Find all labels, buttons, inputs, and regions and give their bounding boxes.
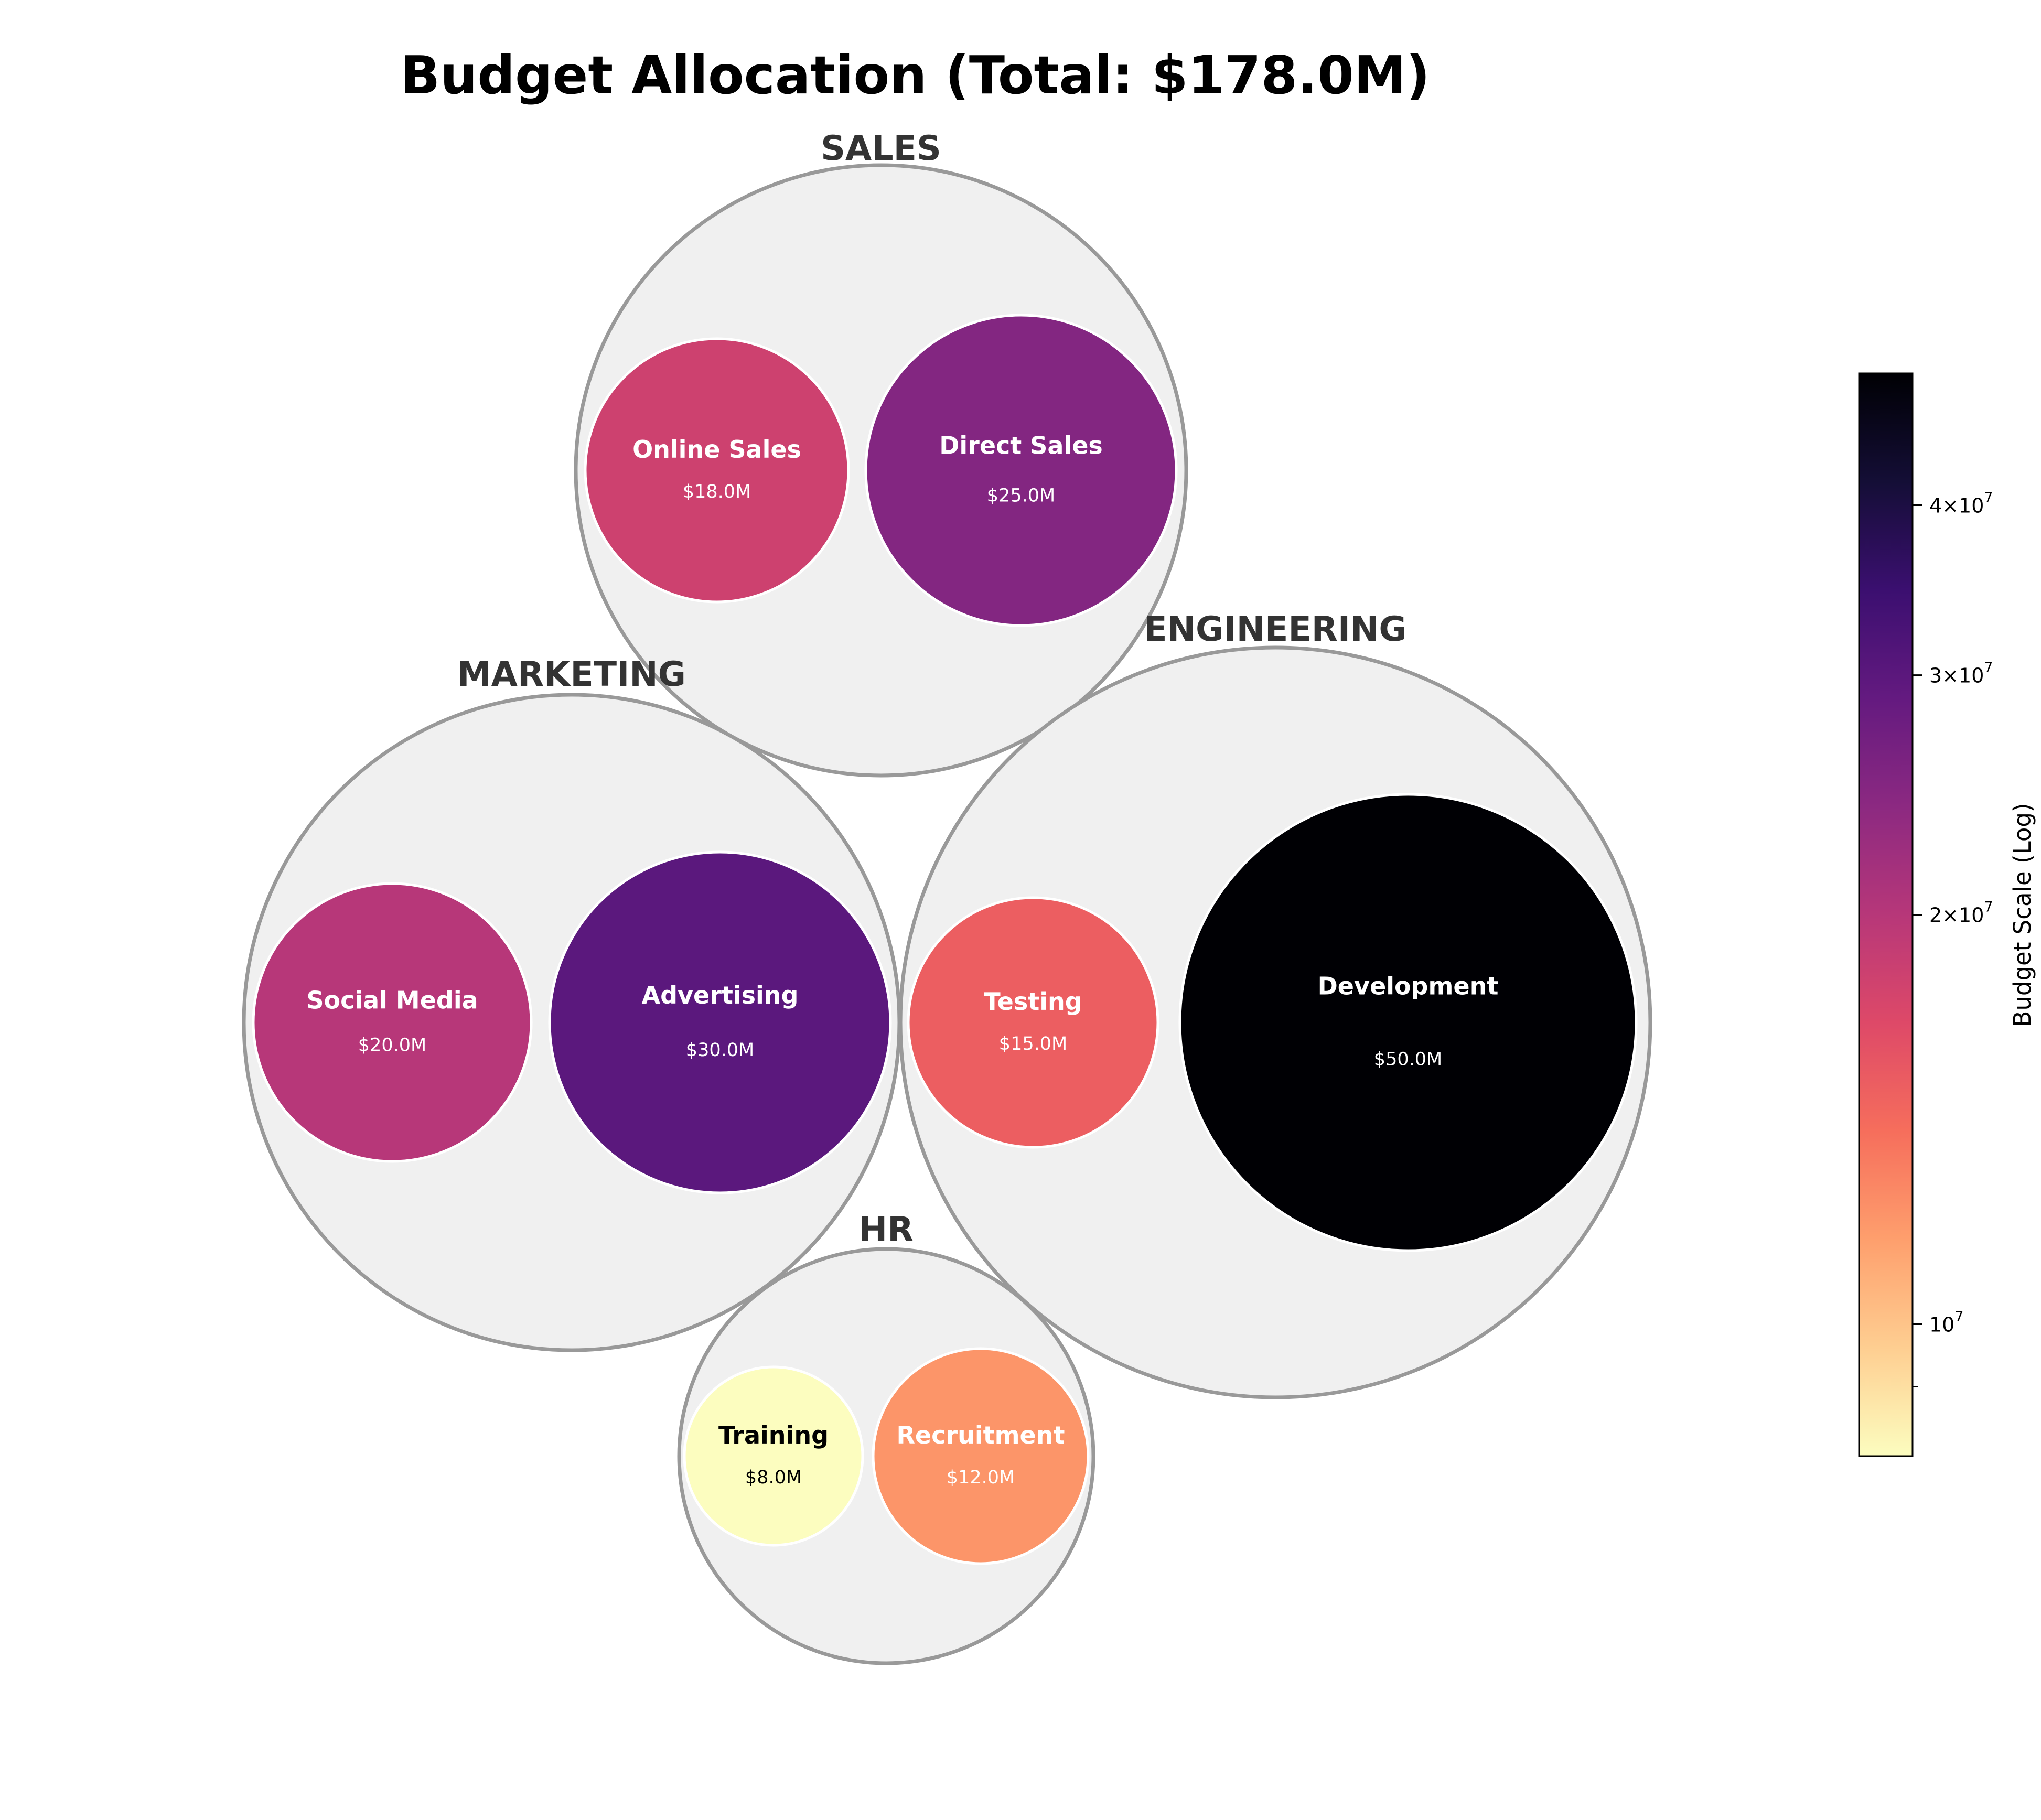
bubble-name-social-media: Social Media <box>306 986 478 1015</box>
colorbar-label: Budget Scale (Log) <box>2008 803 2036 1027</box>
bubble-name-recruitment: Recruitment <box>897 1421 1065 1449</box>
bubble-circle-direct-sales <box>864 314 1178 627</box>
bubble-circle-online-sales <box>584 337 850 604</box>
bubble-circle-recruitment <box>872 1347 1090 1565</box>
bubble-circle-social-media <box>252 882 533 1163</box>
bubble-name-advertising: Advertising <box>642 981 799 1009</box>
bubble-name-testing: Testing <box>984 987 1082 1016</box>
bubble-value-training: $8.0M <box>745 1467 802 1488</box>
bubble-value-social-media: $20.0M <box>358 1035 426 1056</box>
group-marketing: MARKETING Social Media $20.0M Advertising $3… <box>242 655 901 1352</box>
group-label-engineering: ENGINEERING <box>1144 610 1407 649</box>
bubble-value-development: $50.0M <box>1374 1049 1442 1070</box>
bubble-social-media: Social Media $20.0M <box>252 882 533 1163</box>
bubble-advertising: Advertising $30.0M <box>548 850 892 1194</box>
bubble-circle-testing <box>907 896 1159 1149</box>
bubble-circle-development <box>1178 793 1638 1252</box>
bubble-value-advertising: $30.0M <box>686 1040 754 1061</box>
group-hr: HR Training $8.0M Recruitment $12.0M <box>677 1210 1095 1665</box>
bubble-value-online-sales: $18.0M <box>683 481 751 502</box>
group-label-sales: SALES <box>821 129 941 168</box>
group-label-hr: HR <box>859 1210 914 1250</box>
department-groups: SALES Online Sales $18.0M Direct Sales $25.0… <box>242 129 1652 1665</box>
bubble-development: Development $50.0M <box>1178 793 1638 1252</box>
bubble-name-direct-sales: Direct Sales <box>939 432 1103 460</box>
bubble-name-online-sales: Online Sales <box>632 435 801 464</box>
colorbar-tick-label: 4×107 <box>1929 489 1993 517</box>
bubble-training: Training $8.0M <box>683 1365 864 1547</box>
bubble-testing: Testing $15.0M <box>907 896 1159 1149</box>
colorbar-tick-label: 107 <box>1929 1309 1964 1337</box>
colorbar-gradient <box>1858 372 1914 1457</box>
bubble-value-direct-sales: $25.0M <box>987 485 1055 506</box>
colorbar: 107 2×107 3×107 4×107 Budget Scale (Log) <box>1858 372 2036 1457</box>
group-label-marketing: MARKETING <box>457 655 686 694</box>
chart-title: Budget Allocation (Total: $178.0M) <box>400 45 1430 106</box>
colorbar-ticks: 107 2×107 3×107 4×107 <box>1913 489 1993 1387</box>
bubble-online-sales: Online Sales $18.0M <box>584 337 850 604</box>
colorbar-tick-label: 2×107 <box>1929 899 1993 927</box>
bubble-circle-training <box>683 1365 864 1547</box>
bubble-name-training: Training <box>718 1421 829 1449</box>
group-sales: SALES Online Sales $18.0M Direct Sales $25.0… <box>574 129 1188 778</box>
bubble-value-recruitment: $12.0M <box>947 1467 1015 1488</box>
bubble-direct-sales: Direct Sales $25.0M <box>864 314 1178 627</box>
bubble-value-testing: $15.0M <box>999 1033 1067 1054</box>
group-engineering: ENGINEERING Testing $15.0M Development $50.0… <box>898 610 1652 1399</box>
bubble-recruitment: Recruitment $12.0M <box>872 1347 1090 1565</box>
bubble-name-development: Development <box>1318 972 1499 1000</box>
colorbar-tick-label: 3×107 <box>1929 660 1993 687</box>
bubble-circle-advertising <box>548 850 892 1194</box>
